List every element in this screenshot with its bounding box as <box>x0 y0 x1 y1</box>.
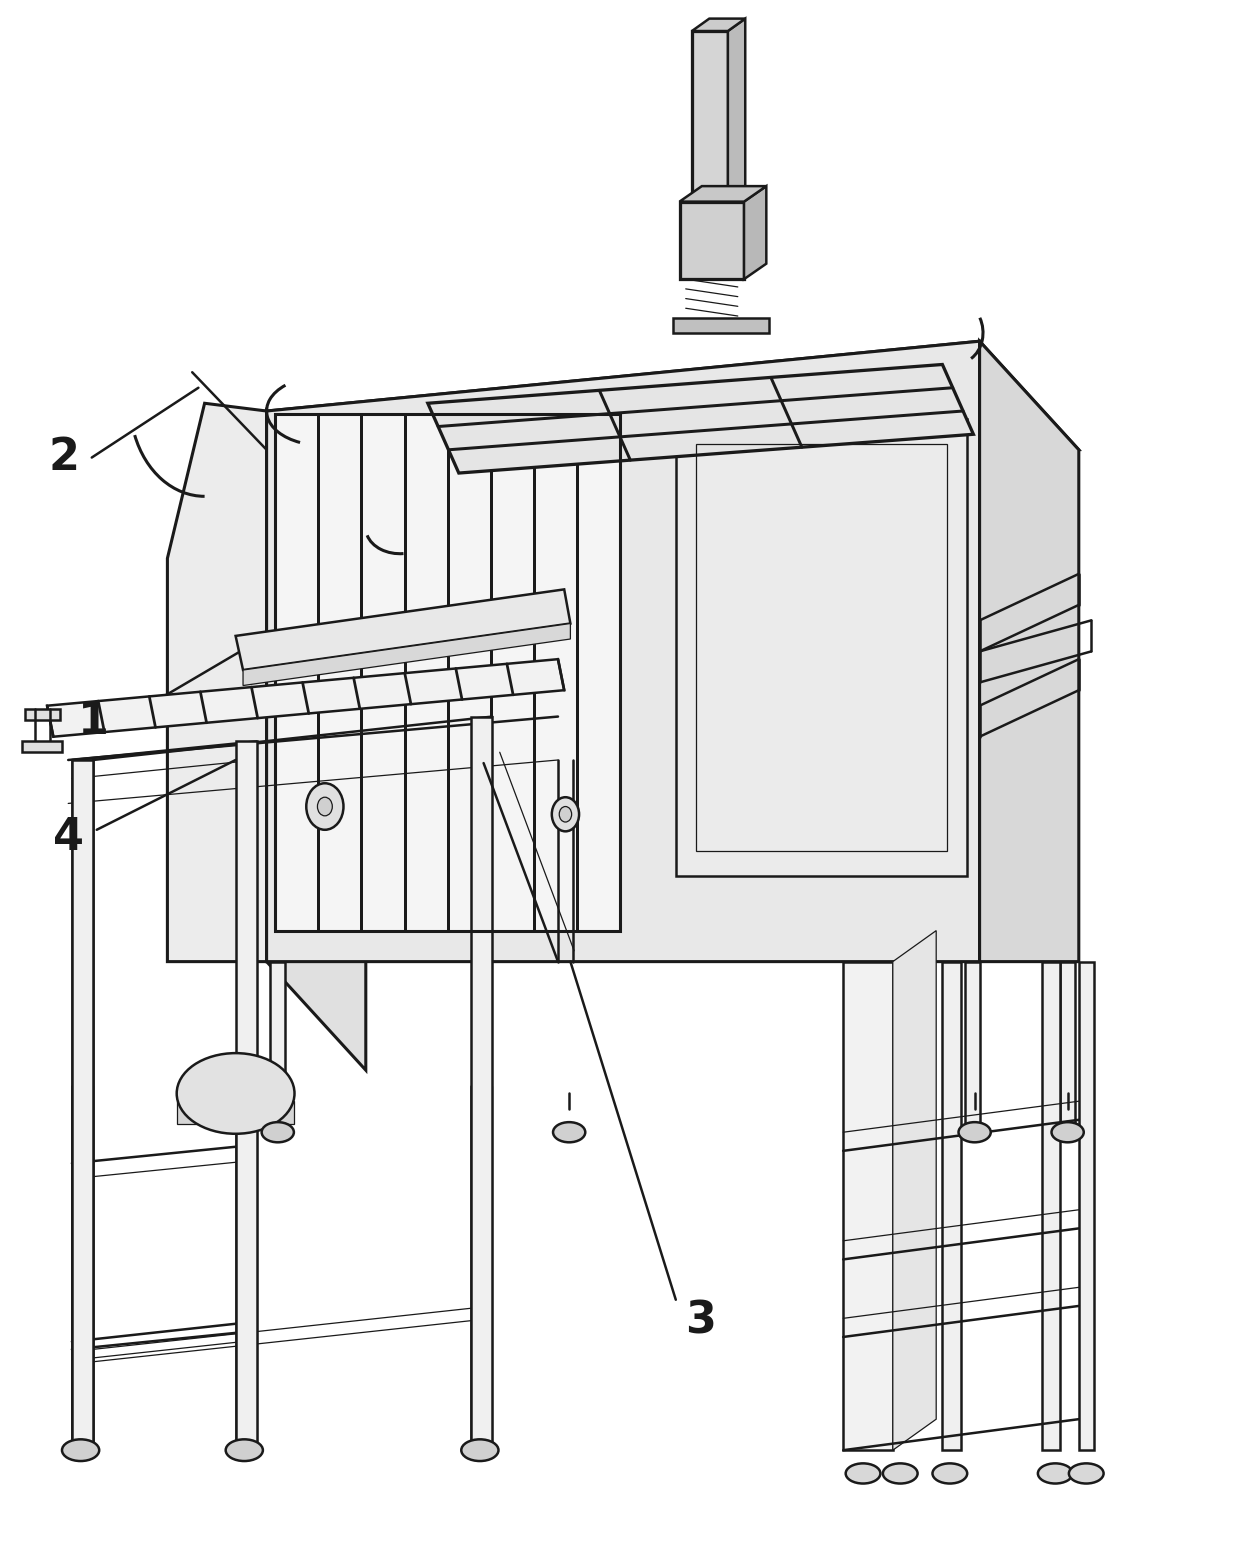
Polygon shape <box>471 717 492 1450</box>
Polygon shape <box>22 741 62 752</box>
Polygon shape <box>980 341 1079 962</box>
Polygon shape <box>267 341 1079 520</box>
Polygon shape <box>267 411 366 1070</box>
Ellipse shape <box>932 1464 967 1483</box>
Polygon shape <box>275 414 620 931</box>
Text: 2: 2 <box>50 436 79 479</box>
Polygon shape <box>692 19 745 31</box>
Polygon shape <box>270 962 285 1132</box>
Ellipse shape <box>306 783 343 830</box>
Ellipse shape <box>846 1464 880 1483</box>
Ellipse shape <box>176 1053 295 1134</box>
Polygon shape <box>72 760 93 1450</box>
Ellipse shape <box>226 1439 263 1461</box>
Polygon shape <box>728 19 745 202</box>
Polygon shape <box>965 962 980 1132</box>
Ellipse shape <box>559 807 572 822</box>
Ellipse shape <box>959 1123 991 1142</box>
Ellipse shape <box>552 797 579 831</box>
Ellipse shape <box>262 1123 294 1142</box>
Text: 4: 4 <box>52 816 84 859</box>
Text: 3: 3 <box>686 1300 715 1343</box>
Ellipse shape <box>317 797 332 816</box>
Ellipse shape <box>461 1439 498 1461</box>
Ellipse shape <box>1038 1464 1073 1483</box>
Ellipse shape <box>553 1123 585 1142</box>
Polygon shape <box>236 741 257 1450</box>
Ellipse shape <box>1052 1123 1084 1142</box>
Ellipse shape <box>1069 1464 1104 1483</box>
Polygon shape <box>236 589 570 670</box>
Polygon shape <box>243 624 570 686</box>
Polygon shape <box>942 962 961 1450</box>
Polygon shape <box>680 202 744 279</box>
Polygon shape <box>1042 962 1060 1450</box>
Polygon shape <box>1060 962 1075 1132</box>
Polygon shape <box>673 318 769 333</box>
Polygon shape <box>25 709 60 720</box>
Polygon shape <box>692 31 728 202</box>
Polygon shape <box>676 419 967 876</box>
Polygon shape <box>843 962 893 1450</box>
Ellipse shape <box>883 1464 918 1483</box>
Polygon shape <box>893 931 936 1450</box>
Ellipse shape <box>62 1439 99 1461</box>
Polygon shape <box>1079 962 1094 1450</box>
Polygon shape <box>167 403 267 962</box>
Polygon shape <box>744 186 766 279</box>
Polygon shape <box>680 186 766 202</box>
Polygon shape <box>428 364 973 473</box>
Polygon shape <box>267 341 980 962</box>
Polygon shape <box>177 1101 294 1124</box>
Polygon shape <box>47 659 564 737</box>
Text: 1: 1 <box>77 700 109 743</box>
Polygon shape <box>72 760 93 1450</box>
